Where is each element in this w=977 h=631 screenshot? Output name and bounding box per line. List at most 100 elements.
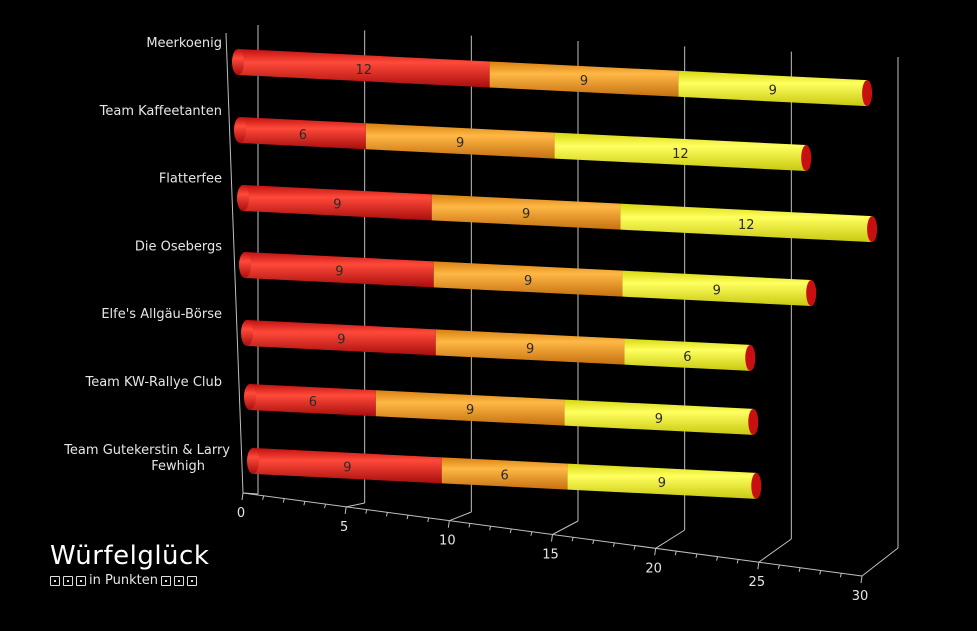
data-label: 6 — [500, 468, 508, 483]
x-tick — [551, 534, 553, 542]
category-label: Team Kaffeetanten — [99, 104, 222, 119]
data-label: 9 — [343, 461, 351, 476]
bar-segment — [678, 70, 868, 107]
category-label-line: Fewhigh — [151, 459, 205, 474]
data-label: 9 — [713, 283, 721, 298]
bar-segment — [567, 463, 757, 499]
x-tick-label: 10 — [439, 534, 456, 549]
data-label: 6 — [299, 128, 307, 143]
gridline — [346, 502, 365, 508]
gridline — [552, 520, 579, 535]
die-icon — [63, 576, 73, 586]
x-tick — [468, 523, 471, 528]
bar-segment — [243, 185, 432, 221]
x-tick — [262, 495, 265, 500]
axes — [225, 32, 863, 584]
x-tick — [860, 575, 863, 584]
x-tick — [819, 570, 822, 575]
x-tick — [798, 567, 801, 572]
data-label: 9 — [526, 342, 534, 357]
x-tick — [571, 537, 574, 542]
x-tick — [447, 520, 450, 528]
bar-segment — [431, 194, 621, 230]
die-icon — [76, 576, 86, 586]
bar-start-cap — [237, 185, 249, 211]
x-tick — [633, 545, 636, 550]
bar-segment — [250, 384, 376, 417]
x-tick — [695, 553, 698, 558]
x-tick — [344, 506, 347, 514]
die-icon — [186, 576, 197, 586]
bars — [232, 49, 878, 499]
bar-segment — [365, 123, 555, 159]
x-tick — [530, 531, 533, 536]
x-tick-label: 25 — [749, 575, 766, 590]
data-label: 9 — [522, 207, 530, 222]
bar-segment — [253, 448, 442, 484]
data-label: 12 — [738, 218, 755, 233]
x-tick — [757, 562, 760, 570]
data-label: 6 — [309, 395, 317, 410]
bar-segment — [433, 261, 623, 297]
data-label: 9 — [769, 83, 777, 98]
x-tick — [303, 501, 306, 506]
x-tick-label: 5 — [340, 520, 348, 535]
bar-segment — [620, 203, 873, 243]
bar-segment — [554, 132, 807, 172]
bar-start-cap — [241, 320, 253, 346]
bar-segment — [247, 320, 436, 356]
bar-start-cap — [244, 384, 256, 410]
die-icon — [160, 576, 171, 586]
x-tick — [592, 539, 595, 545]
bar-segment — [238, 49, 490, 88]
bar-segment — [375, 390, 565, 426]
category-label: Elfe's Allgäu-Börse — [101, 307, 222, 322]
category-label: Die Osebergs — [135, 239, 222, 254]
x-tick — [736, 559, 739, 564]
bar-start-cap — [232, 49, 244, 75]
x-tick — [716, 556, 719, 561]
bar-end-cap — [748, 408, 759, 435]
category-label: Team KW-Rallye Club — [84, 375, 222, 390]
gridline — [449, 511, 472, 522]
labels: 0 5 10 15 20 25 30 Meerkoenig Team Kaffeetanten F… — [63, 36, 868, 604]
data-label: 9 — [658, 476, 666, 491]
bar-start-cap — [239, 252, 251, 278]
y-axis — [225, 32, 244, 494]
x-tick — [427, 517, 430, 523]
data-label: 9 — [524, 274, 532, 289]
x-tick-label: 20 — [645, 561, 662, 576]
x-tick — [612, 542, 615, 547]
chart-subtitle-row: in Punkten — [50, 572, 209, 590]
x-tick — [489, 526, 492, 531]
chart-title: Würfelglück — [50, 541, 210, 571]
data-label: 12 — [356, 63, 373, 78]
bar-segment — [624, 338, 751, 371]
bar-segment — [240, 117, 366, 150]
bar-segment — [564, 399, 754, 435]
data-label: 9 — [337, 333, 345, 348]
die-icon — [173, 576, 184, 586]
x-tick-label: 0 — [237, 506, 245, 521]
data-label: 6 — [683, 350, 691, 365]
data-label: 9 — [456, 136, 464, 151]
x-tick — [674, 550, 677, 556]
bar-end-cap — [867, 216, 878, 243]
x-tick — [385, 512, 388, 517]
data-label: 9 — [333, 198, 341, 213]
bar-start-cap — [234, 117, 246, 143]
x-tick — [839, 573, 842, 578]
data-label: 9 — [335, 265, 343, 280]
bar-segment — [435, 329, 625, 365]
bar-end-cap — [862, 80, 873, 107]
bar-segment — [245, 252, 434, 288]
x-tick — [777, 564, 780, 570]
chart-subtitle: in Punkten — [89, 573, 158, 588]
chart-caption: Würfelglück in Punkten — [50, 540, 209, 590]
bar-end-cap — [751, 472, 762, 499]
die-icon — [50, 576, 60, 586]
bar-segment — [441, 457, 568, 490]
bar-end-cap — [801, 145, 812, 172]
data-label: 12 — [672, 147, 689, 162]
